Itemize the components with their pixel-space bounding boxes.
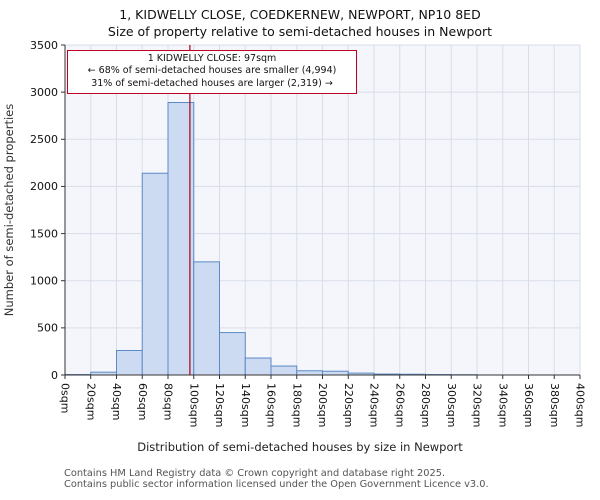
y-axis-label: Number of semi-detached properties bbox=[2, 104, 16, 316]
histogram-chart: 0 500 1000 1500 2000 2500 3000 3500 0sqm 20sqm 40s… bbox=[2, 40, 587, 427]
y-tick-label: 2000 bbox=[30, 180, 58, 193]
x-tick-label: 120sqm bbox=[213, 383, 226, 427]
chart-title: 1, KIDWELLY CLOSE, COEDKERNEW, NEWPORT, … bbox=[119, 7, 481, 22]
x-tick-label: 380sqm bbox=[548, 383, 561, 427]
x-tick-label: 160sqm bbox=[265, 383, 278, 427]
x-tick-label: 20sqm bbox=[84, 383, 97, 420]
y-tick-label: 1000 bbox=[30, 275, 58, 288]
x-tick-label: 320sqm bbox=[471, 383, 484, 427]
histogram-bar bbox=[244, 357, 272, 376]
x-tick-label: 340sqm bbox=[496, 383, 509, 427]
x-tick-label: 280sqm bbox=[419, 383, 432, 427]
property-annotation-box: 1 KIDWELLY CLOSE: 97sqm ← 68% of semi-de… bbox=[67, 50, 357, 95]
x-tick-label: 40sqm bbox=[110, 383, 123, 420]
histogram-bar bbox=[322, 370, 349, 376]
x-tick-label: 240sqm bbox=[368, 383, 381, 427]
x-tick-label: 300sqm bbox=[445, 383, 458, 427]
x-tick-label: 220sqm bbox=[342, 383, 355, 427]
x-tick-label: 140sqm bbox=[239, 383, 252, 427]
histogram-bar bbox=[219, 332, 246, 376]
histogram-bar bbox=[270, 365, 298, 376]
annotation-property-size: 1 KIDWELLY CLOSE: 97sqm bbox=[147, 53, 277, 64]
x-tick-label: 260sqm bbox=[393, 383, 406, 427]
x-tick-label: 180sqm bbox=[290, 383, 303, 427]
footer-hm-land-registry: Contains HM Land Registry data © Crown c… bbox=[64, 468, 446, 479]
footer-open-government-licence: Contains public sector information licen… bbox=[64, 479, 489, 490]
y-tick-label: 1500 bbox=[30, 227, 58, 240]
x-tick-label: 100sqm bbox=[187, 383, 200, 427]
y-tick-label: 3500 bbox=[30, 40, 58, 52]
x-tick-label: 200sqm bbox=[316, 383, 329, 427]
histogram-bar bbox=[296, 370, 323, 376]
x-tick-label: 400sqm bbox=[574, 383, 587, 427]
y-tick-label: 2500 bbox=[30, 133, 58, 146]
histogram-bar bbox=[116, 349, 143, 376]
x-tick-label: 60sqm bbox=[136, 383, 149, 420]
histogram-bar bbox=[141, 172, 169, 376]
x-tick-label: 0sqm bbox=[59, 383, 72, 413]
chart-subtitle: Size of property relative to semi-detach… bbox=[107, 24, 493, 39]
x-tick-label: 80sqm bbox=[162, 383, 175, 420]
histogram-bar bbox=[193, 261, 220, 376]
y-tick-label: 0 bbox=[51, 369, 58, 382]
annotation-larger-share: 31% of semi-detached houses are larger (… bbox=[91, 77, 333, 89]
x-tick-label: 360sqm bbox=[522, 383, 535, 427]
x-axis-label: Distribution of semi-detached houses by … bbox=[137, 440, 463, 454]
y-tick-label: 3000 bbox=[30, 86, 58, 99]
annotation-smaller-share: ← 68% of semi-detached houses are smalle… bbox=[87, 65, 337, 77]
y-tick-label: 500 bbox=[37, 322, 58, 335]
